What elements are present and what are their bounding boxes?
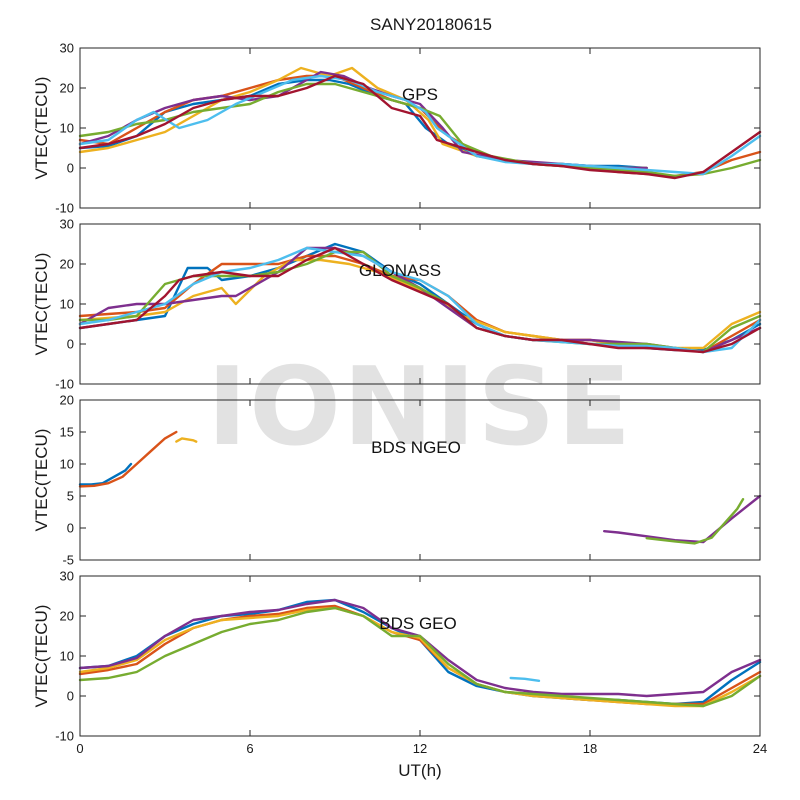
y-tick-label: 0: [67, 337, 74, 352]
series-line: [78, 430, 178, 488]
x-tick-label: 0: [76, 741, 83, 756]
series-line: [509, 676, 541, 682]
x-tick-label: 18: [583, 741, 597, 756]
y-tick-label: 10: [60, 121, 74, 136]
y-tick-label: 0: [67, 161, 74, 176]
y-tick-label: 10: [60, 457, 74, 472]
panel-3: -5 0 5 10 15 20 VTEC(TECU) BDS NGEO: [32, 393, 762, 568]
y-axis-label: VTEC(TECU): [32, 77, 51, 180]
series-line: [78, 246, 762, 354]
series-line: [78, 242, 762, 352]
panel-annotation: GPS: [402, 85, 438, 104]
y-tick-label: 10: [60, 649, 74, 664]
figure-title: SANY20180615: [370, 15, 492, 34]
y-axis-label: VTEC(TECU): [32, 429, 51, 532]
x-axis-label: UT(h): [398, 761, 441, 780]
y-tick-label: 15: [60, 425, 74, 440]
y-tick-label: 0: [67, 689, 74, 704]
panel-annotation: BDS GEO: [379, 614, 456, 633]
y-axis-label: VTEC(TECU): [32, 253, 51, 356]
panel-2: -10 0 10 20 30 VTEC(TECU) GLONASS: [32, 217, 762, 392]
y-tick-label: -5: [62, 553, 74, 568]
y-tick-label: 30: [60, 569, 74, 584]
series-line: [78, 606, 762, 708]
y-tick-label: 20: [60, 81, 74, 96]
series-line: [175, 437, 198, 443]
series-line: [603, 494, 762, 544]
axes-box: [79, 223, 761, 385]
series-line: [78, 246, 762, 354]
y-tick-label: -10: [55, 201, 74, 216]
y-tick-label: -10: [55, 729, 74, 744]
y-tick-label: 5: [67, 489, 74, 504]
axes-box: [79, 575, 761, 737]
y-tick-label: 20: [60, 257, 74, 272]
series-line: [645, 498, 745, 545]
axes-box: [79, 399, 761, 561]
y-tick-label: 30: [60, 217, 74, 232]
y-tick-label: 10: [60, 297, 74, 312]
panel-annotation: BDS NGEO: [371, 438, 461, 457]
x-tick-label: 6: [246, 741, 253, 756]
x-tick-label: 24: [753, 741, 767, 756]
y-tick-label: -10: [55, 377, 74, 392]
y-tick-label: 30: [60, 41, 74, 56]
series-line: [78, 74, 762, 176]
series-line: [78, 462, 133, 486]
panel-annotation: GLONASS: [359, 261, 441, 280]
y-tick-label: 0: [67, 521, 74, 536]
series-line: [78, 606, 762, 708]
y-tick-label: 20: [60, 393, 74, 408]
y-tick-label: 20: [60, 609, 74, 624]
panel-1: -10 0 10 20 30 VTEC(TECU) GPS: [32, 41, 762, 216]
x-tick-label: 12: [413, 741, 427, 756]
series-line: [78, 74, 762, 180]
y-axis-label: VTEC(TECU): [32, 605, 51, 708]
